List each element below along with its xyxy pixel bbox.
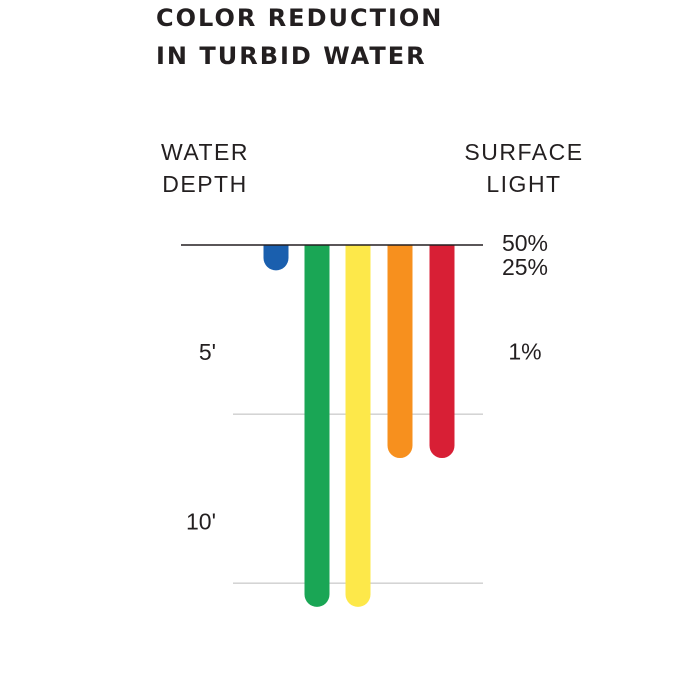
bar [429, 245, 455, 459]
y2-axis-label: LIGHT [486, 171, 561, 197]
y-axis-label: DEPTH [162, 171, 247, 197]
bar [345, 245, 371, 607]
y-tick-label: 5' [199, 339, 216, 365]
chart-title-line: IN TURBID WATER [156, 42, 427, 70]
bar [304, 245, 330, 607]
y-tick-label: 10' [186, 508, 216, 534]
light-label: 25% [502, 254, 548, 280]
y2-axis-label: SURFACE [464, 139, 583, 165]
y-axis-label: WATER [161, 139, 249, 165]
light-label: 50% [502, 230, 548, 256]
chart-title-line: COLOR REDUCTION [156, 4, 443, 32]
light-label: 1% [508, 338, 541, 364]
bar [387, 245, 413, 459]
bar [263, 245, 289, 271]
